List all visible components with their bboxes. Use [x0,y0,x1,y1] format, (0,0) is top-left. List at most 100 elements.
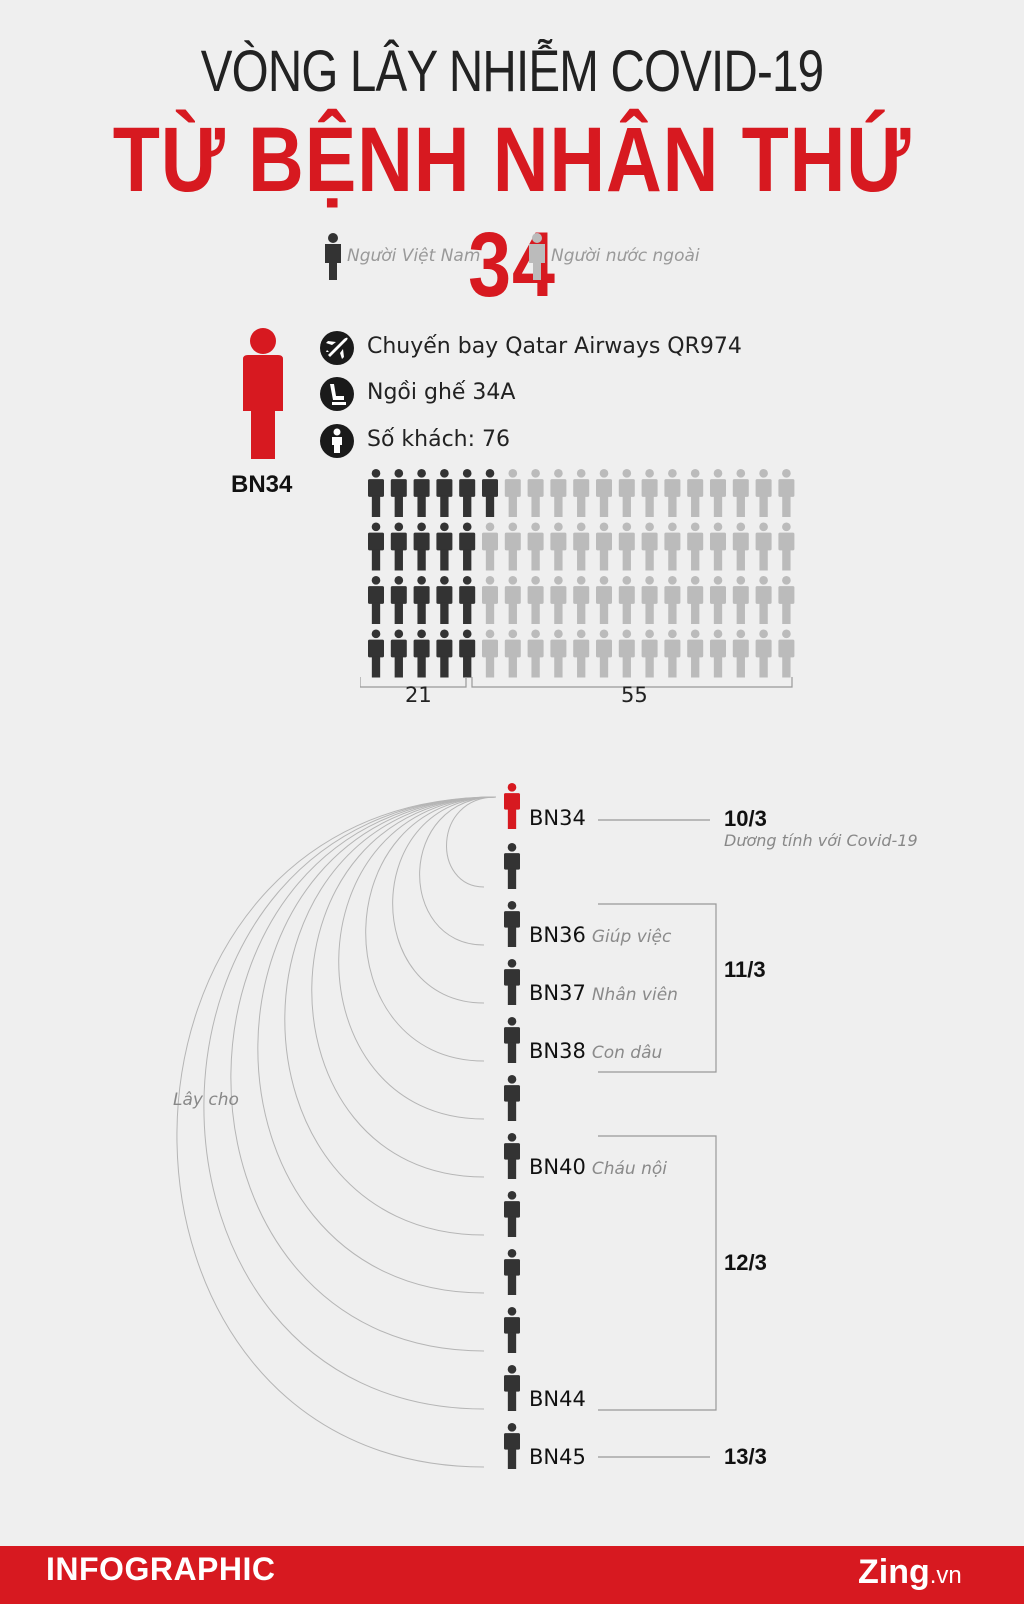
foreign-passenger [732,576,749,624]
passenger-grid [360,469,795,688]
vietnamese-passenger [368,522,384,571]
foreign-passenger [664,469,681,517]
vietnamese-passenger [390,576,407,624]
title-line-2: TỪ BỆNH NHÂN THỨ 34 [112,109,912,316]
foreign-passenger [482,576,498,624]
foreign-person-icon [529,233,545,280]
bracket-foreign [471,677,793,688]
seat-icon [320,377,354,411]
transmission-arc [338,796,497,1120]
transmission-arc [392,796,497,1004]
chain-row: BN36 Giúp việc [529,923,671,947]
patient-role: Con dâu [591,1043,663,1063]
vietnamese-passenger [436,469,453,517]
vietnamese-passenger [413,576,430,624]
patient-role: Giúp việc [591,927,672,947]
patient-label: BN36 [529,923,586,947]
foreign-passenger [618,629,635,678]
brand-name: Zing [858,1553,930,1591]
foreign-passenger [710,629,726,678]
foreign-passenger [664,576,681,624]
transmission-arc [365,796,497,1062]
foreign-passenger [482,522,498,571]
foreign-passenger [687,576,704,624]
infected-person-icon [504,1249,520,1295]
foreign-passenger [504,522,521,571]
foreign-passenger [687,469,704,517]
infected-person-icon [504,1191,520,1237]
source-person-icon [504,783,520,829]
foreign-passenger [778,522,795,571]
infected-person-icon [504,901,520,947]
foreign-passenger [710,576,726,624]
infected-person-icon [504,1075,520,1121]
vietnamese-passenger [436,576,453,624]
infected-person-icon [504,1307,520,1353]
foreign-passenger [527,576,544,624]
foreign-passenger [504,576,521,624]
transmission-arc [419,796,497,946]
vietnamese-person-icon [325,233,341,280]
transmission-arc [230,796,497,1352]
infected-person-icon [504,1017,520,1063]
foreign-passenger [732,469,749,517]
title-line-1: VÒNG LÂY NHIỄM COVID-19 [200,39,824,104]
foreign-passenger [778,469,795,517]
foreign-passenger [573,469,590,517]
vietnamese-passenger [413,469,430,517]
vietnamese-passenger [436,522,453,571]
foreign-passenger [527,629,544,678]
patient-label: BN37 [529,981,586,1005]
foreign-passenger [596,522,612,571]
seat-info: Ngồi ghế 34A [367,380,516,405]
date-group-3: 13/3 [724,1444,767,1469]
foreign-passenger [596,629,612,678]
foreign-passenger [618,576,635,624]
person-icon [320,424,354,458]
patient-label: BN44 [529,1387,586,1411]
brand-domain: .vn [929,1562,962,1589]
foreign-passenger [618,469,635,517]
foreign-passenger [664,629,681,678]
foreign-passenger [664,522,681,571]
foreign-passenger [755,629,772,678]
vietnamese-passenger [482,469,498,517]
patient-label: BN38 [529,1039,586,1063]
foreign-count-label: 55 [621,683,648,707]
vietnamese-passenger [368,629,384,678]
transmission-arc [176,796,497,1468]
legend-vietnamese: Người Việt Nam [347,246,481,266]
vietnamese-passenger [390,522,407,571]
infected-person-icon [504,1133,520,1179]
foreign-passenger [573,576,590,624]
patient-role: Nhân viên [591,985,678,1005]
foreign-passenger [755,522,772,571]
foreign-passenger [732,522,749,571]
airplane-icon [320,331,354,365]
foreign-passenger [550,522,567,571]
brand-logo[interactable]: Zing.vn [858,1553,962,1592]
foreign-passenger [687,629,704,678]
footer-bar [0,1546,1024,1604]
foreign-passenger [710,522,726,571]
bracket-11-3 [598,903,717,1073]
chain-row: BN40 Cháu nội [529,1155,667,1179]
positive-note: Dương tính với Covid-19 [724,831,918,850]
infected-person-icon [504,1365,520,1411]
foreign-passenger [778,629,795,678]
date-source: 10/3 [724,806,767,831]
infected-label: Lây cho [173,1090,239,1110]
foreign-passenger [778,576,795,624]
transmission-arc [284,796,497,1236]
vietnamese-passenger [459,469,476,517]
foreign-passenger [641,469,658,517]
foreign-passenger [482,629,498,678]
source-row: BN34 [529,806,586,830]
vietnamese-passenger [368,576,384,624]
infected-person-icon [504,1423,520,1469]
foreign-passenger [641,629,658,678]
patient-label: BN40 [529,1155,586,1179]
chain-row: BN38 Con dâu [529,1039,662,1063]
vietnamese-passenger [368,469,384,517]
passenger-count: Số khách: 76 [367,427,511,452]
